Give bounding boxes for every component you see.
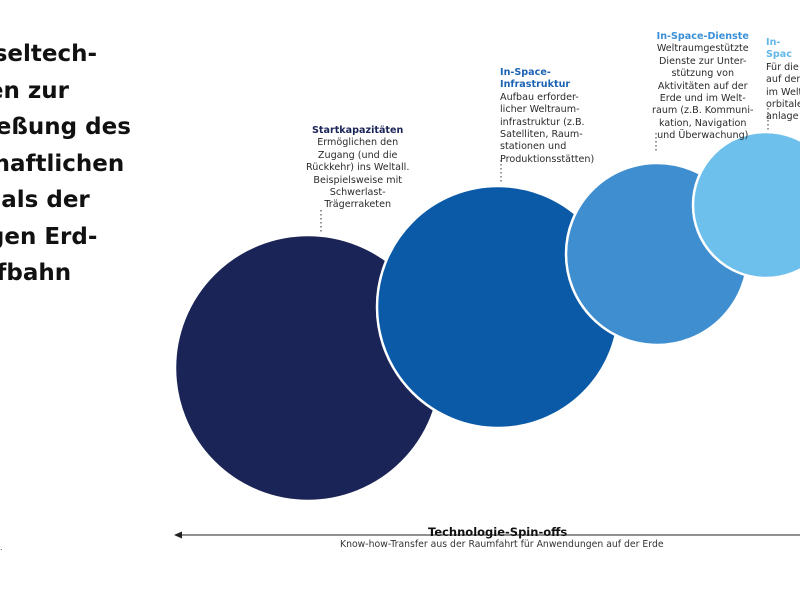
spinoff-title: Technologie-Spin-offs [428,525,568,539]
title-line: ließung des [0,114,131,140]
stage-text-line: Schwerlast- [329,187,386,199]
stage-text-line: Zugang (und die [317,149,398,161]
stage-title: In-Spac [766,37,792,61]
stage-text-line: stationen und [500,141,567,153]
stage-label-dienste: In-Space-Dienste Weltraumgestützte Diens… [652,31,753,143]
stage-text-line: Beispielsweise mit [313,174,402,186]
stage-text-line: orbitale [766,99,800,111]
title-line: sseltech- [0,41,98,67]
stage-text-line: und Überwachung) [657,130,749,142]
stage-title: Infrastruktur [500,79,571,91]
diagram-title: sseltech- ien zur ließung des chaftliche… [0,36,180,292]
stage-title: In-Space-Dienste [656,31,749,42]
stage-text-line: im Welt [766,86,800,98]
stage-label-startkapazitaeten: Startkapazitäten Ermöglichen den Zugang … [306,125,409,212]
stage-text-line: Rückkehr) ins Weltall. [306,162,410,174]
stage-label-infrastruktur: In-Space- Infrastruktur Aufbau erforder-… [500,67,594,166]
stage-text-line: Produktionsstätten) [500,153,595,165]
stage-text-line: licher Weltraum- [500,104,580,116]
stage-text-line: raum (z.B. Kommuni- [652,105,754,117]
stage-text-line: auf der [766,74,800,86]
stage-text-line: Satelliten, Raum- [500,129,583,141]
spinoff-subtitle: Know-how-Transfer aus der Raumfahrt für … [340,539,664,550]
corner-marker: . [0,543,3,552]
stage-text-line: Aktivitäten auf der [657,80,748,92]
stage-text-line: Dienste zur Unter- [659,55,747,67]
stage-label-fourth: In-Spac Für die auf der im Welt orbitale… [766,37,800,124]
title-line: chaftlichen [0,150,125,177]
stage-text-line: Ermöglichen den [317,137,399,149]
stage-text-line: anlage [766,111,799,123]
stage-text-line: Für die [766,61,799,73]
stage-text-line: Erde und im Welt- [659,93,746,105]
stage-text-line: Aufbau erforder- [500,91,579,103]
title-line: ufbahn [0,260,72,286]
stage-text-line: kation, Navigation [658,117,747,129]
stage-circle-fourth [691,130,800,280]
stage-text-line: Trägerraketen [324,199,392,211]
stage-title: Startkapazitäten [312,125,404,136]
title-line: igen Erd- [0,223,98,250]
spinoff-arrowhead [174,531,182,539]
stage-text-line: stützung von [671,68,735,80]
stage-text-line: Weltraumgestützte [656,43,749,55]
stage-title: In-Space- [500,67,551,78]
title-line: ien zur [0,77,69,104]
title-line: zials der [0,187,90,213]
stage-text-line: infrastruktur (z.B. [500,116,585,128]
